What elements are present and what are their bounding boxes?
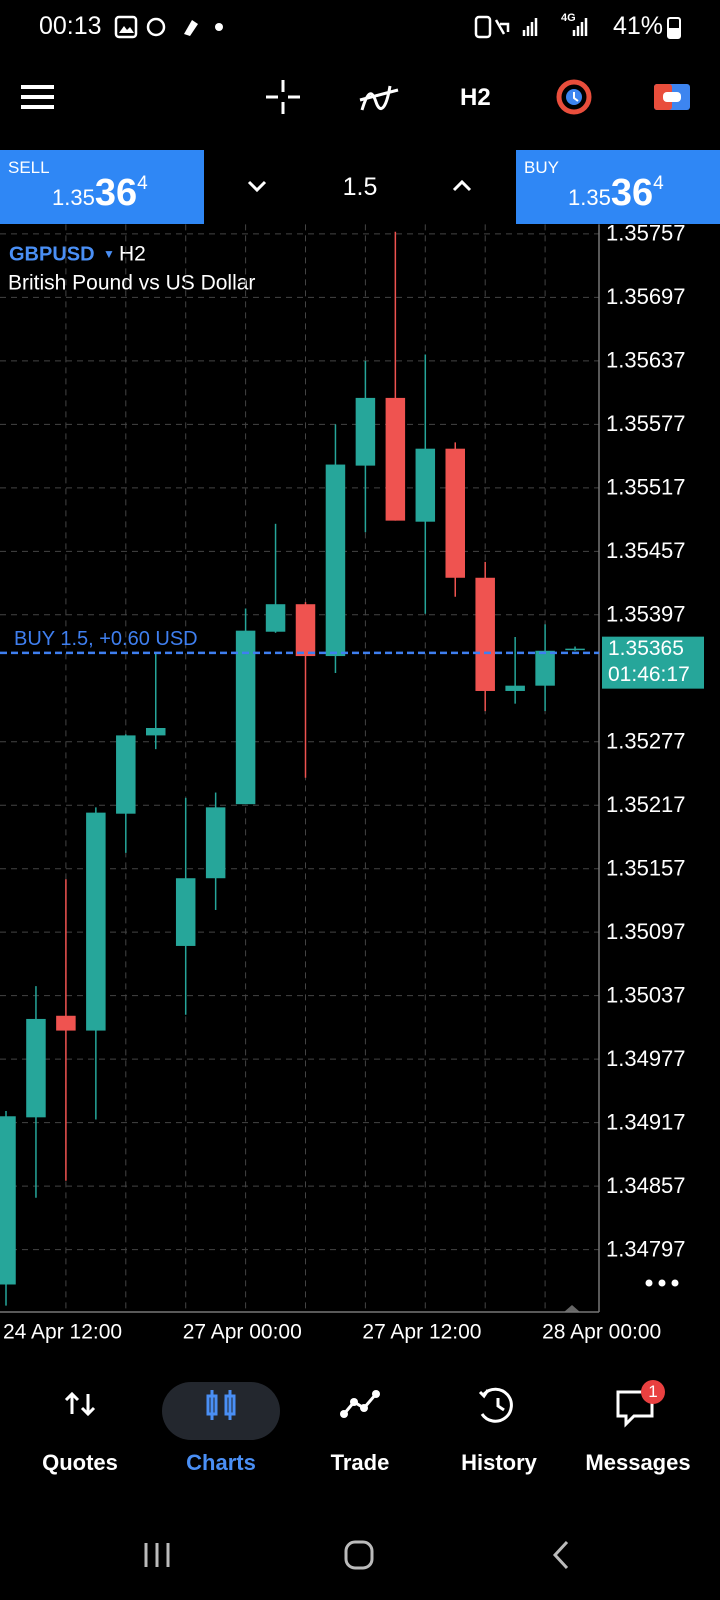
chart-symbol[interactable]: GBPUSD bbox=[9, 243, 95, 265]
y-tick-label: 1.35157 bbox=[606, 856, 686, 881]
candle-body bbox=[205, 807, 226, 879]
candle-body bbox=[235, 630, 256, 805]
crosshair-button[interactable] bbox=[266, 80, 300, 114]
x-tick-label: 28 Apr 00:00 bbox=[542, 1321, 661, 1344]
candle-body bbox=[26, 1018, 46, 1118]
y-tick-label: 1.35457 bbox=[606, 538, 686, 563]
one-click-button[interactable] bbox=[654, 84, 690, 110]
y-tick-label: 1.35217 bbox=[606, 792, 686, 817]
buy-price-main: 36 bbox=[610, 172, 654, 214]
candle-body bbox=[146, 727, 166, 736]
buy-price-suffix: 4 bbox=[653, 173, 664, 194]
sell-price-main: 36 bbox=[94, 172, 138, 214]
candle-body bbox=[175, 878, 196, 946]
candle-body bbox=[116, 735, 136, 814]
y-tick-label: 1.35517 bbox=[606, 475, 686, 500]
chart-description: British Pound vs US Dollar bbox=[8, 272, 255, 295]
symbol-dropdown-icon[interactable]: ▼ bbox=[103, 247, 115, 261]
nav-quotes[interactable]: Quotes bbox=[42, 1450, 118, 1475]
y-tick-label: 1.35277 bbox=[606, 729, 686, 754]
back-button[interactable] bbox=[552, 1540, 569, 1570]
trade-button[interactable] bbox=[556, 79, 592, 115]
more-button[interactable] bbox=[645, 1279, 679, 1287]
active-tab-pill bbox=[162, 1382, 280, 1440]
y-tick-label: 1.35697 bbox=[606, 284, 686, 309]
sell-label: SELL bbox=[8, 158, 50, 177]
y-tick-label: 1.34857 bbox=[606, 1173, 686, 1198]
nav-messages[interactable]: Messages bbox=[585, 1450, 691, 1475]
candle-body bbox=[415, 448, 436, 522]
recent-apps-button[interactable] bbox=[144, 1543, 170, 1567]
quotes-icon[interactable] bbox=[64, 1391, 96, 1417]
candle-body bbox=[475, 577, 495, 691]
charts-icon[interactable] bbox=[206, 1390, 236, 1420]
y-tick-label: 1.34917 bbox=[606, 1109, 686, 1134]
battery-icon bbox=[667, 17, 681, 39]
messages-badge-count: 1 bbox=[648, 1382, 658, 1401]
chart: GBPUSD ▼ H2 British Pound vs US Dollar 1… bbox=[0, 224, 704, 1344]
volume-control bbox=[247, 179, 472, 193]
buy-button[interactable]: BUY 1.35364 bbox=[516, 150, 720, 224]
volume-value[interactable]: 1.5 bbox=[342, 173, 378, 201]
buy-price-prefix: 1.35 bbox=[568, 185, 611, 210]
bar-countdown: 01:46:17 bbox=[608, 663, 690, 686]
nav-charts[interactable]: Charts bbox=[186, 1450, 256, 1475]
candle-body bbox=[265, 604, 286, 632]
candle-body bbox=[535, 650, 555, 686]
y-tick-label: 1.35757 bbox=[606, 224, 686, 246]
volume-down[interactable] bbox=[247, 180, 267, 193]
y-tick-label: 1.34977 bbox=[606, 1046, 686, 1071]
candle-body bbox=[86, 812, 106, 1031]
status-network: 4G bbox=[561, 12, 576, 24]
status-signal-icons bbox=[474, 15, 588, 39]
candle-body bbox=[56, 1015, 76, 1031]
candle-body bbox=[0, 1116, 16, 1285]
y-tick-label: 1.34797 bbox=[606, 1236, 686, 1261]
trade-icon[interactable] bbox=[340, 1390, 380, 1418]
candle-body bbox=[505, 685, 525, 691]
volume-up[interactable] bbox=[452, 179, 472, 192]
candle-body bbox=[565, 648, 585, 651]
y-tick-label: 1.35037 bbox=[606, 982, 686, 1007]
status-icons bbox=[114, 15, 223, 39]
current-price-box bbox=[602, 636, 704, 689]
home-button[interactable] bbox=[344, 1540, 374, 1570]
y-tick-label: 1.35637 bbox=[606, 348, 686, 373]
chart-timeframe: H2 bbox=[119, 243, 146, 266]
current-price-label: 1.35365 bbox=[608, 637, 684, 660]
candle-body bbox=[295, 604, 316, 657]
sell-price-prefix: 1.35 bbox=[52, 185, 95, 210]
y-tick-label: 1.35097 bbox=[606, 919, 686, 944]
buy-label: BUY bbox=[524, 158, 559, 177]
x-tick-label: 27 Apr 12:00 bbox=[362, 1321, 481, 1344]
candle-body bbox=[355, 397, 376, 466]
system-nav bbox=[144, 1540, 569, 1570]
candle-body bbox=[445, 448, 465, 578]
x-tick-label: 27 Apr 00:00 bbox=[183, 1321, 302, 1344]
indicators-button[interactable] bbox=[359, 85, 399, 111]
toolbar bbox=[21, 79, 690, 115]
position-label: BUY 1.5, +0.60 USD bbox=[14, 628, 198, 650]
messages-badge bbox=[641, 1380, 665, 1404]
status-battery: 41% bbox=[613, 12, 664, 40]
x-tick-label: 24 Apr 12:00 bbox=[3, 1321, 122, 1344]
menu-button[interactable] bbox=[21, 85, 54, 109]
history-icon[interactable] bbox=[478, 1387, 513, 1423]
nav-trade[interactable]: Trade bbox=[330, 1450, 390, 1475]
nav-icons bbox=[64, 1380, 665, 1428]
y-tick-label: 1.35577 bbox=[606, 411, 686, 436]
scroll-marker bbox=[564, 1305, 580, 1312]
nav-history[interactable]: History bbox=[461, 1450, 537, 1475]
candle-body bbox=[385, 397, 406, 521]
sell-button[interactable]: SELL 1.35364 bbox=[0, 150, 204, 224]
status-time: 00:13 bbox=[39, 12, 102, 40]
y-tick-label: 1.35397 bbox=[606, 602, 686, 627]
candle-body bbox=[325, 464, 346, 657]
sell-price-suffix: 4 bbox=[137, 173, 148, 194]
timeframe-button[interactable]: H2 bbox=[460, 84, 491, 111]
